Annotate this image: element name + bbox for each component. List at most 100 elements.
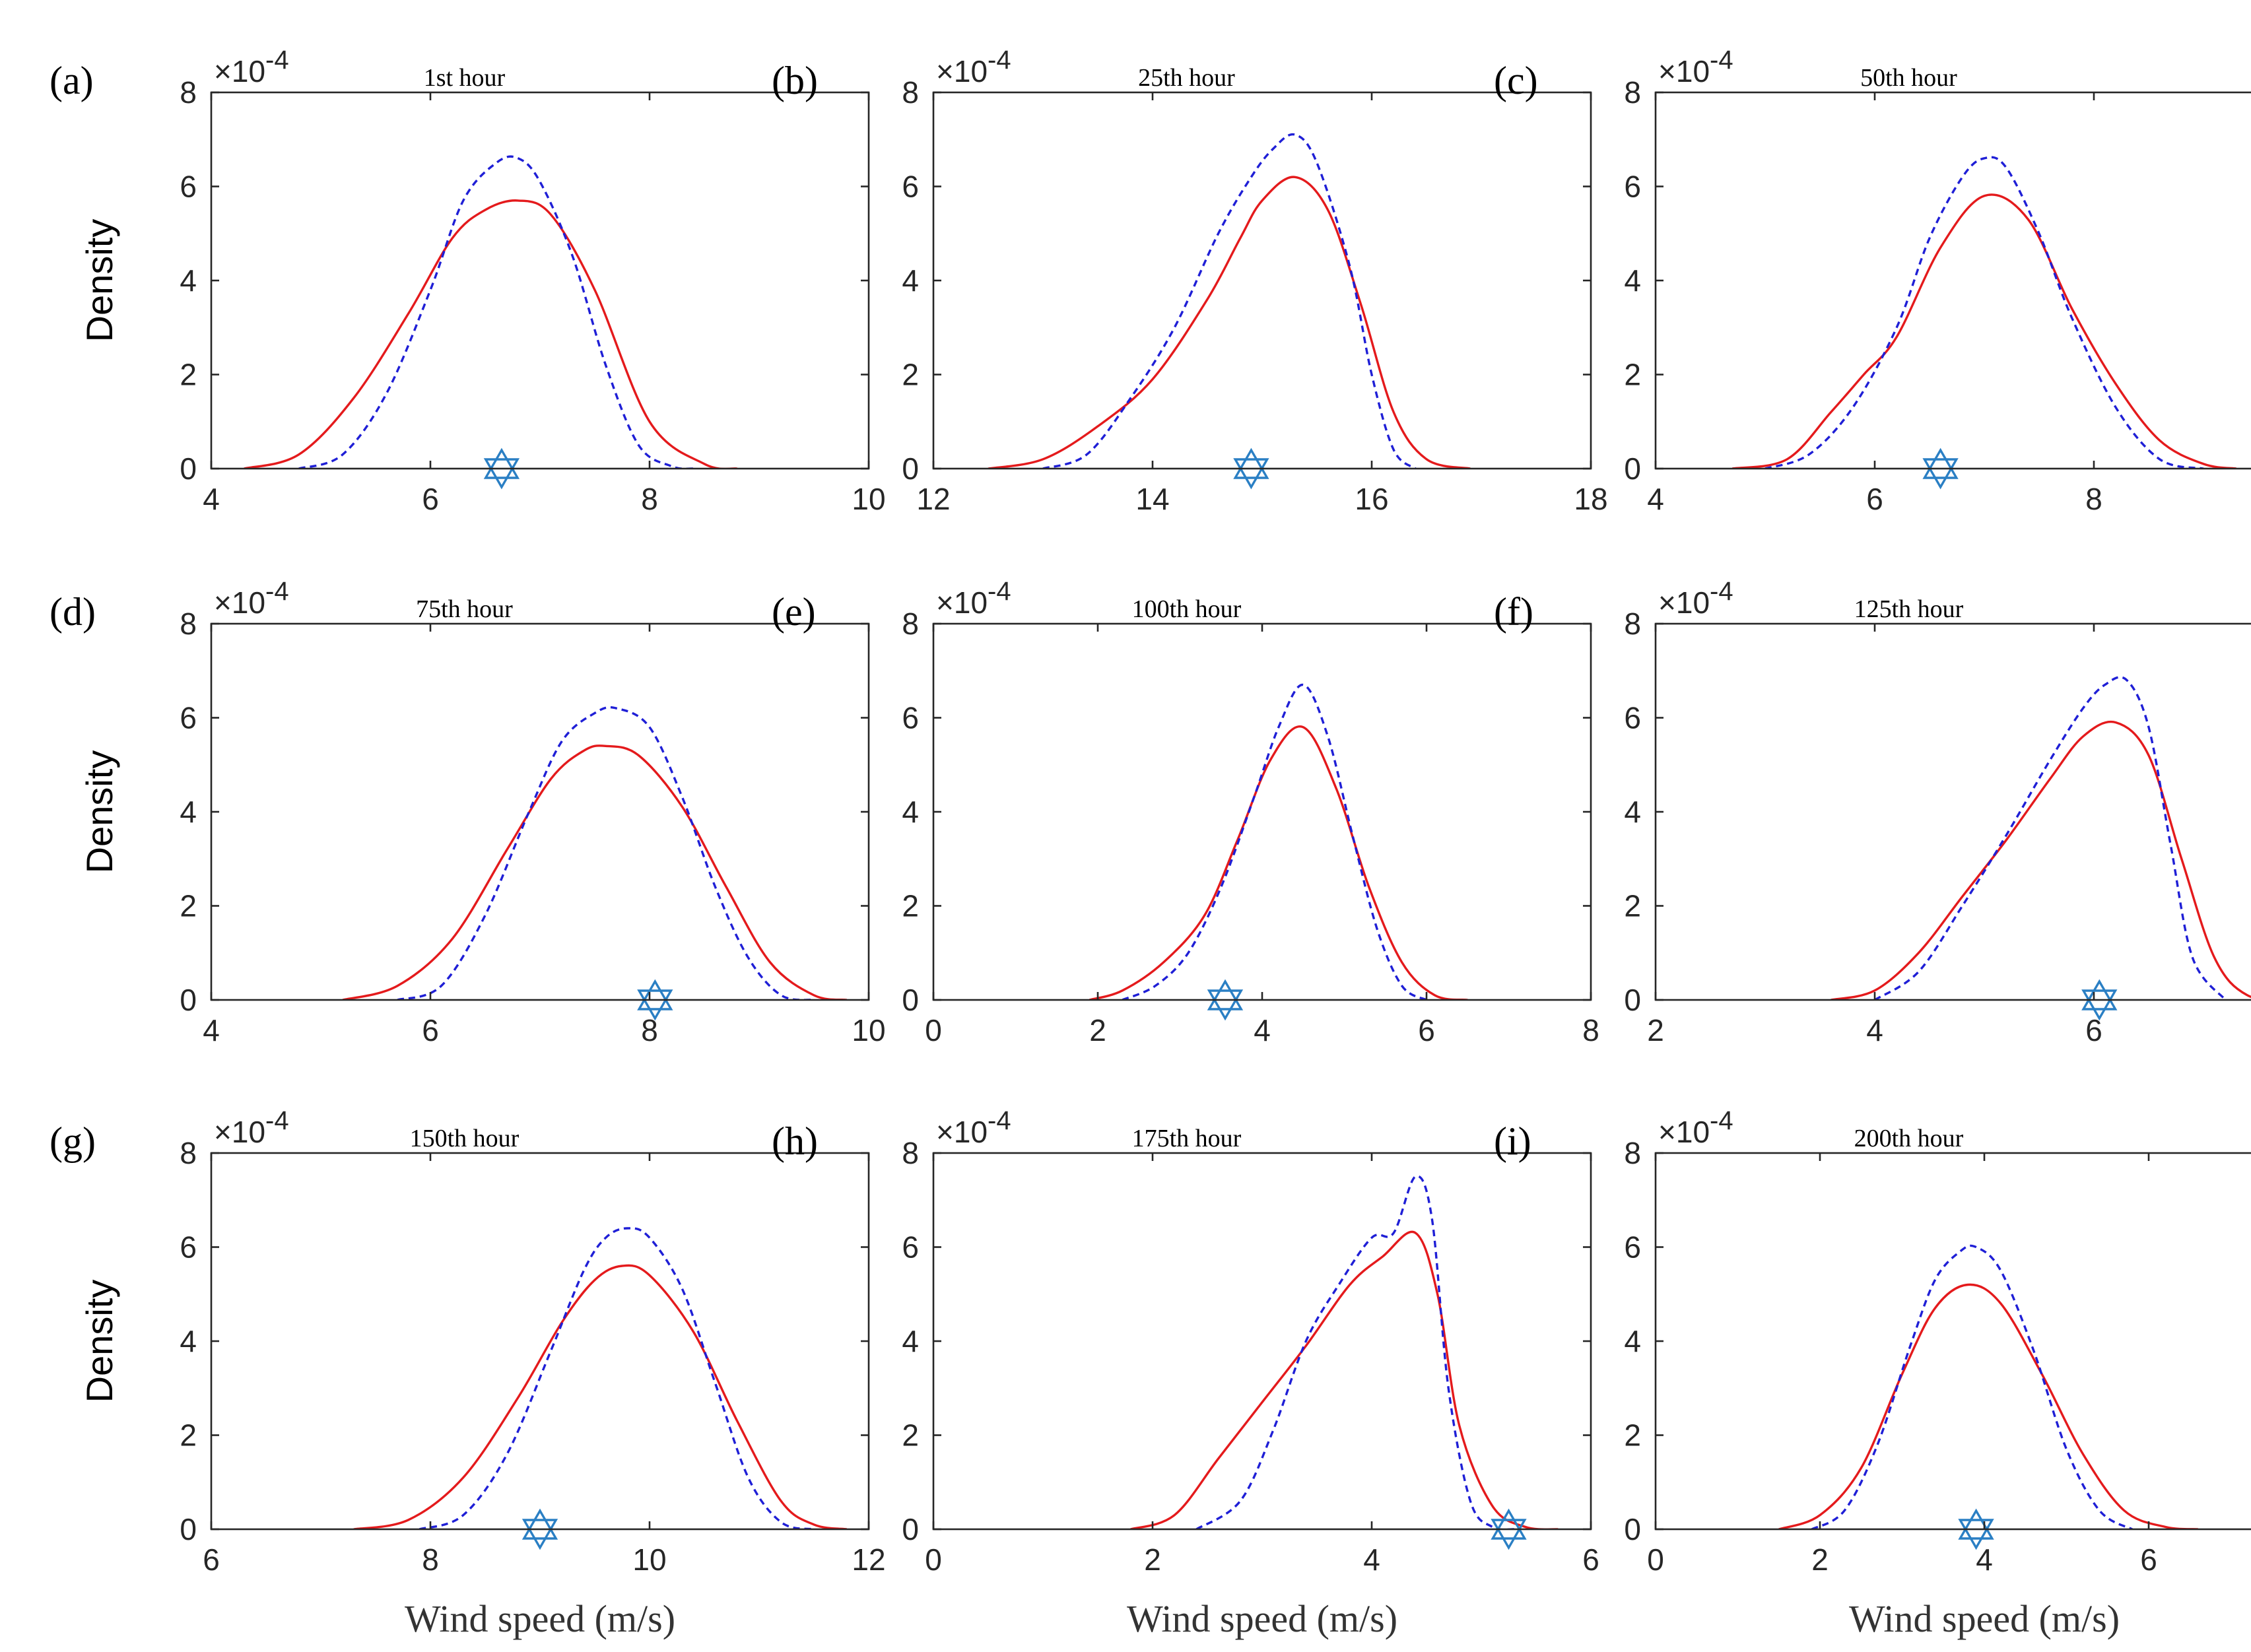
x-tick-label: 10: [632, 1542, 666, 1577]
panel-e: 0 2 4 6 8 0 2 4 6 8 ×10-4 100th hour (e): [772, 577, 1599, 1047]
observed-star-marker-0: [483, 447, 520, 490]
y-tick-label: 0: [180, 1512, 197, 1546]
y-tick-label: 8: [902, 1136, 919, 1170]
kde-curve-blue-dashed: [1042, 133, 1417, 469]
x-tick-label: 8: [641, 482, 658, 516]
axes-box: [210, 1152, 870, 1531]
x-tick-label: 10: [852, 482, 885, 516]
y-tick-label: 4: [902, 1324, 919, 1358]
y-tick-label: 4: [902, 795, 919, 829]
y-tick-label: 2: [902, 358, 919, 392]
y-tick-label: 0: [1624, 451, 1641, 486]
star-up-triangle: [1958, 1508, 1994, 1540]
x-axis-label: Wind speed (m/s): [1127, 1597, 1397, 1640]
y-tick-label: 0: [902, 983, 919, 1017]
x-tick-label: 6: [1418, 1013, 1435, 1047]
kde-curve-blue-dashed: [298, 155, 694, 469]
axes-box: [210, 91, 870, 470]
y-axis-label: Density: [79, 219, 120, 343]
y-tick-label: 4: [1624, 1324, 1641, 1358]
star-down-triangle: [1207, 989, 1244, 1021]
y-tick-label: 4: [180, 1324, 197, 1358]
x-tick-label: 4: [1866, 1013, 1883, 1047]
panel-letter-label: (i): [1494, 1119, 1531, 1163]
x-tick-label: 0: [925, 1542, 942, 1577]
star-up-triangle: [637, 979, 673, 1010]
panel-letter-label: (d): [50, 590, 96, 634]
y-tick-label: 6: [902, 170, 919, 204]
x-tick-label: 8: [1582, 1013, 1599, 1047]
y-tick-label: 6: [180, 1230, 197, 1265]
star-down-triangle: [1958, 1519, 1994, 1550]
star-down-triangle: [483, 458, 520, 490]
observed-star-marker-6: [521, 1508, 558, 1550]
star-down-triangle: [521, 1519, 558, 1550]
x-tick-label: 2: [1811, 1542, 1829, 1577]
observed-star-marker-2: [1922, 447, 1959, 490]
y-tick-label: 0: [1624, 983, 1641, 1017]
x-tick-label: 4: [1254, 1013, 1271, 1047]
x-tick-label: 18: [1574, 482, 1607, 516]
y-axis-label: Density: [79, 750, 120, 874]
x-tick-label: 6: [422, 1013, 439, 1047]
axes-box: [932, 1152, 1592, 1531]
x-tick-label: 2: [1647, 1013, 1664, 1047]
x-tick-label: 16: [1355, 482, 1388, 516]
axes-box: [1654, 622, 2251, 1001]
kde-curve-red: [1089, 725, 1468, 1000]
x-axis-label: Wind speed (m/s): [1849, 1597, 2120, 1640]
observed-star-marker-1: [1233, 447, 1269, 490]
star-down-triangle: [1233, 458, 1269, 490]
y-tick-label: 6: [1624, 701, 1641, 735]
panel-letter-label: (f): [1494, 590, 1533, 634]
y-tick-label: 8: [180, 607, 197, 641]
star-up-triangle: [1207, 979, 1244, 1010]
panel-letter-label: (b): [772, 59, 818, 102]
kde-curve-blue-dashed: [1122, 683, 1427, 1000]
star-down-triangle: [1922, 458, 1959, 490]
panel-title: 100th hour: [1132, 595, 1242, 623]
axes-box: [932, 622, 1592, 1001]
y-tick-label: 2: [902, 1418, 919, 1453]
x-tick-label: 8: [422, 1542, 439, 1577]
y-tick-label: 6: [1624, 170, 1641, 204]
y-tick-label: 2: [1624, 358, 1641, 392]
y-tick-label: 0: [902, 451, 919, 486]
kde-curve-red: [244, 199, 738, 469]
observed-star-marker-5: [2081, 979, 2118, 1021]
y-tick-label: 6: [180, 701, 197, 735]
x-tick-label: 10: [852, 1013, 885, 1047]
x-tick-label: 0: [925, 1013, 942, 1047]
x-tick-label: 4: [1976, 1542, 1993, 1577]
y-tick-label: 2: [1624, 1418, 1641, 1453]
axes-box: [932, 91, 1592, 470]
y-tick-label: 2: [1624, 889, 1641, 923]
y-tick-label: 0: [1624, 1512, 1641, 1546]
kde-curve-blue-dashed: [1811, 1244, 2133, 1529]
y-tick-label: 0: [180, 983, 197, 1017]
x-tick-label: 6: [1866, 482, 1883, 516]
y-tick-label: 0: [180, 451, 197, 486]
y-exponent-label: ×10-4: [214, 577, 289, 620]
y-axis-label: Density: [79, 1280, 120, 1403]
panel-title: 25th hour: [1138, 64, 1235, 92]
y-tick-label: 4: [180, 263, 197, 298]
panel-letter-label: (g): [50, 1119, 96, 1163]
star-down-triangle: [1491, 1519, 1527, 1550]
y-tick-label: 8: [1624, 75, 1641, 110]
kde-curve-blue-dashed: [1764, 156, 2204, 469]
y-tick-label: 2: [902, 889, 919, 923]
y-exponent-label: ×10-4: [214, 46, 289, 88]
y-tick-label: 2: [180, 358, 197, 392]
x-tick-label: 12: [916, 482, 950, 516]
y-exponent-label: ×10-4: [1658, 46, 1733, 88]
x-tick-label: 8: [641, 1013, 658, 1047]
panel-h: 0 2 4 6 0 2 4 6 8 ×10-4 175th hour (h) Wind speed (m…: [772, 1106, 1599, 1640]
kde-curve-red: [1130, 1230, 1559, 1529]
x-tick-label: 6: [422, 482, 439, 516]
x-tick-label: 6: [203, 1542, 220, 1577]
